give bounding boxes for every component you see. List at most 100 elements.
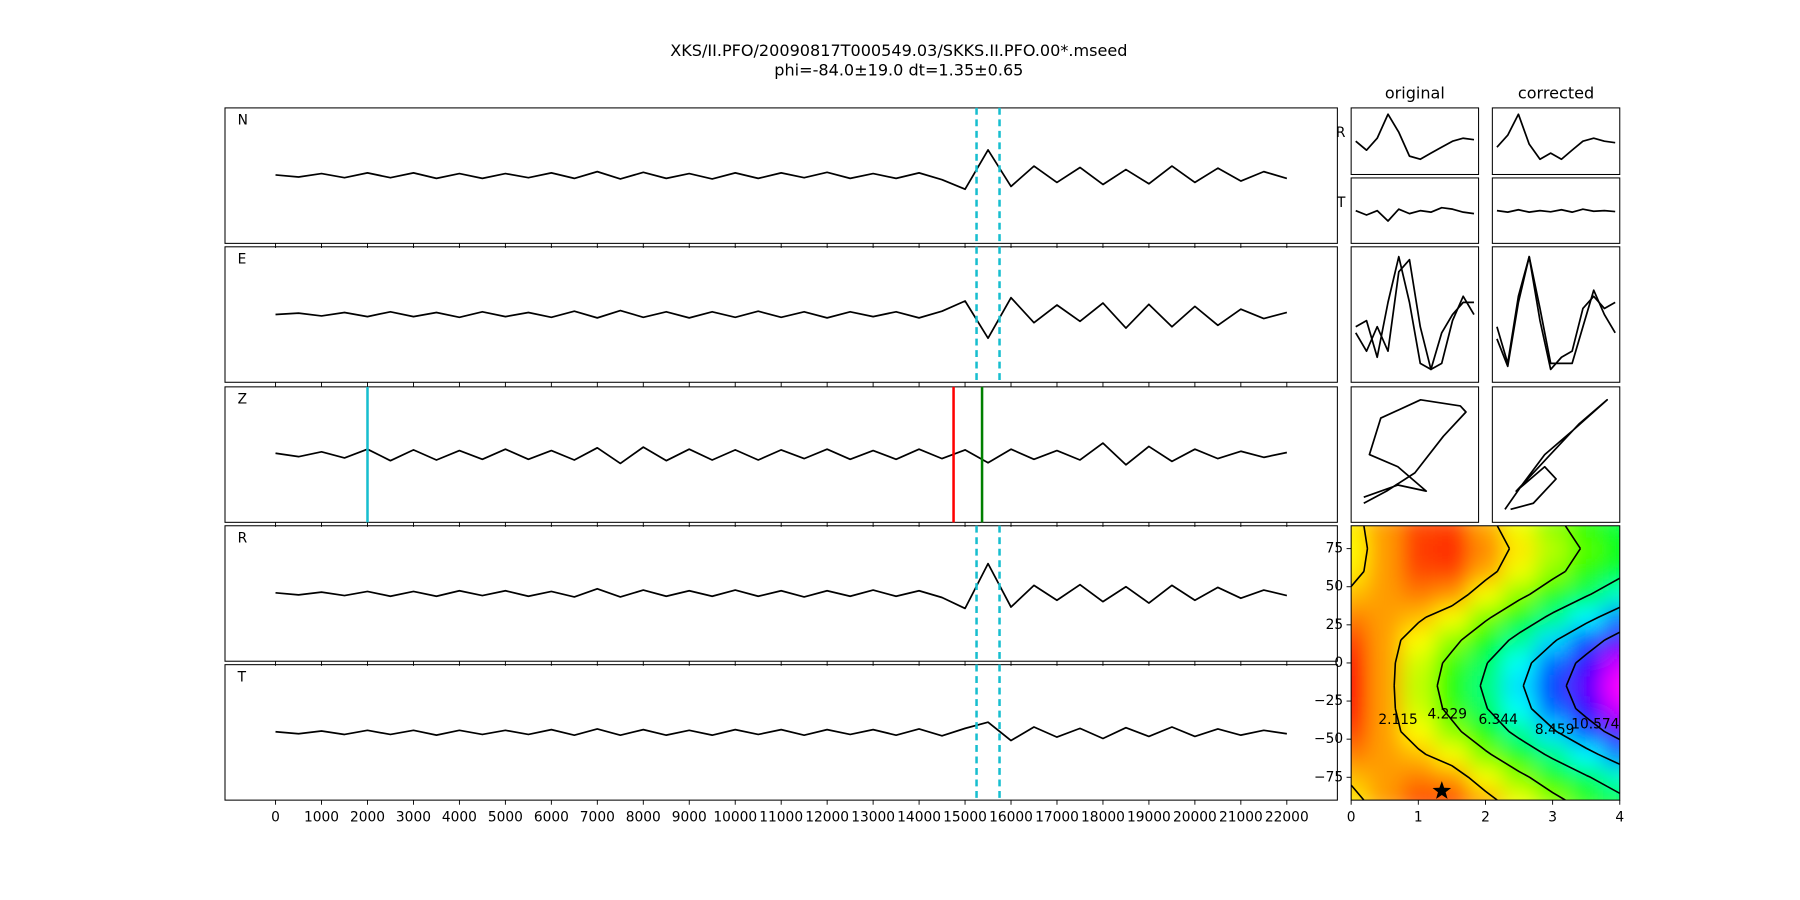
heat-cell [1435, 582, 1470, 607]
y-tick-label: 0 [1334, 655, 1343, 671]
panel-frame [224, 525, 1338, 662]
column-title: original [1385, 84, 1445, 103]
heat-cell [1351, 765, 1369, 790]
panel-label: E [238, 251, 247, 267]
heat-cell [1502, 628, 1537, 653]
heat-cell [1468, 582, 1503, 607]
heat-cell [1435, 697, 1470, 721]
contour-line [1436, 525, 1582, 801]
heat-cell [1367, 582, 1403, 607]
heat-cell [1602, 537, 1620, 561]
panel-label: N [238, 113, 248, 129]
heat-cell [1401, 674, 1436, 698]
trace [275, 442, 1288, 466]
y-tick-label: 50 [1326, 579, 1344, 595]
contour-label: 4.229 [1428, 706, 1467, 722]
panel-frame [224, 664, 1338, 801]
heat-cell [1367, 525, 1403, 538]
panel-frame [1491, 107, 1621, 176]
heat-cell [1535, 605, 1570, 630]
x-tick-label: 6000 [534, 809, 569, 825]
heat-cell [1569, 742, 1604, 767]
heat-cell [1401, 765, 1436, 790]
heat-cell [1367, 628, 1403, 653]
x-tick-label: 4000 [442, 809, 477, 825]
trace [275, 721, 1287, 742]
particle-motion [1504, 398, 1609, 511]
heat-cell [1602, 525, 1620, 538]
heat-cell [1401, 788, 1436, 801]
x-tick-label: 3 [1548, 809, 1557, 825]
heat-cell [1569, 788, 1604, 801]
heat-cell [1401, 525, 1436, 538]
heat-cell [1535, 720, 1570, 744]
heat-cell [1502, 765, 1537, 790]
heat-cell [1502, 605, 1537, 630]
best-fit-star [1432, 781, 1452, 799]
heat-cell [1602, 674, 1620, 698]
heat-cell [1367, 651, 1403, 675]
heat-cell [1367, 720, 1403, 744]
panel-frame [224, 107, 1338, 244]
y-tick-label: −75 [1314, 769, 1343, 785]
heat-cell [1569, 674, 1604, 698]
wavelet [1354, 258, 1475, 371]
heat-cell [1435, 720, 1470, 744]
wavelet [1496, 255, 1616, 371]
figure-title: XKS/II.PFO/20090817T000549.03/SKKS.II.PF… [670, 41, 1127, 60]
heat-cell [1435, 560, 1470, 584]
panel-label: Z [238, 391, 247, 407]
x-tick-label: 9000 [672, 809, 707, 825]
heat-cell [1401, 582, 1436, 607]
heat-cell [1351, 537, 1369, 561]
y-tick-label: 75 [1326, 541, 1344, 557]
x-tick-label: 7000 [580, 809, 615, 825]
heat-cell [1569, 651, 1604, 675]
wavelet [1496, 255, 1616, 365]
x-tick-label: 1 [1414, 809, 1423, 825]
heat-cell [1535, 560, 1570, 584]
wavelet [1355, 255, 1474, 371]
x-tick-label: 22000 [1265, 809, 1309, 825]
heat-cell [1502, 537, 1537, 561]
heat-cell [1435, 742, 1470, 767]
x-tick-label: 21000 [1219, 809, 1263, 825]
wavelet [1496, 208, 1616, 214]
heat-cell [1535, 788, 1570, 801]
heat-cell [1502, 582, 1537, 607]
heat-cell [1401, 651, 1436, 675]
heat-cell [1502, 651, 1537, 675]
heat-cell [1602, 697, 1620, 721]
heat-cell [1351, 582, 1369, 607]
heat-cell [1602, 651, 1620, 675]
x-tick-label: 14000 [897, 809, 941, 825]
contour-line [1479, 577, 1620, 795]
heat-cell [1535, 537, 1570, 561]
panel-frame [1350, 246, 1480, 383]
panel-frame [1491, 246, 1621, 383]
panel-frame [224, 246, 1338, 383]
x-tick-label: 2 [1481, 809, 1490, 825]
heat-cell [1535, 651, 1570, 675]
particle-motion [1363, 398, 1467, 505]
panel-frame [1491, 386, 1621, 523]
panel-label: T [237, 669, 247, 685]
contour-line [1351, 525, 1511, 801]
figure-subtitle: phi=-84.0±19.0 dt=1.35±0.65 [774, 61, 1023, 80]
heat-cell [1602, 765, 1620, 790]
heat-cell [1367, 674, 1403, 698]
heat-cell [1502, 788, 1537, 801]
heat-cell [1367, 742, 1403, 767]
panel-frame [1350, 107, 1480, 176]
heat-cell [1602, 582, 1620, 607]
x-tick-label: 13000 [851, 809, 895, 825]
wavelet [1355, 113, 1475, 161]
heat-cell [1602, 605, 1620, 630]
heat-cell [1468, 628, 1503, 653]
panel-label: R [238, 530, 248, 546]
heat-cell [1401, 605, 1436, 630]
heat-cell [1351, 605, 1369, 630]
heat-cell [1502, 697, 1537, 721]
contour-line [1522, 606, 1620, 766]
